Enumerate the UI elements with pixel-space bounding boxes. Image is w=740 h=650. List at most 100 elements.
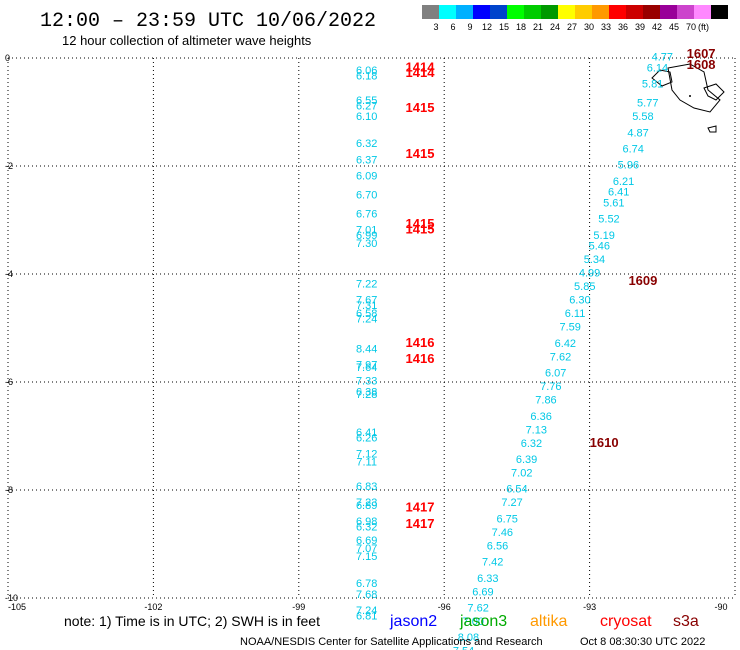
time-label: 1416: [406, 351, 435, 366]
wave-height-point: 6.18: [356, 71, 377, 83]
wave-height-point: 7.22: [356, 279, 377, 291]
y-tick-label: -4: [5, 269, 13, 279]
wave-height-point: 6.42: [555, 338, 576, 350]
colorbar-label: 24: [550, 22, 560, 32]
colorbar-label: 39: [635, 22, 645, 32]
wave-height-point: 7.68: [356, 589, 377, 601]
colorbar-swatch: [541, 5, 558, 19]
wave-height-point: 6.32: [521, 438, 542, 450]
colorbar-label: 9: [467, 22, 472, 32]
y-tick-label: -8: [5, 485, 13, 495]
colorbar-swatch: [660, 5, 677, 19]
wave-height-point: 6.69: [472, 586, 493, 598]
wave-height-point: 7.02: [511, 468, 532, 480]
wave-height-point: 6.37: [356, 154, 377, 166]
time-label: 1417: [406, 516, 435, 531]
time-label: 1414: [406, 65, 436, 80]
wave-height-point: 7.62: [467, 603, 488, 615]
colorbar-swatch: [439, 5, 456, 19]
wave-height-point: 6.74: [623, 144, 644, 156]
colorbar-swatch: [422, 5, 439, 19]
colorbar-swatch: [558, 5, 575, 19]
wave-height-point: 6.10: [356, 111, 377, 123]
wave-height-point: 6.69: [356, 535, 377, 547]
colorbar-label: 70: [686, 22, 696, 32]
wave-height-point: 7.07: [356, 543, 377, 555]
wave-height-point: 7.23: [356, 497, 377, 509]
x-tick-label: -105: [8, 602, 26, 612]
colorbar: 3 6 9 12 15 18 21 24 27 30 33 36 39 42 45 70: [422, 5, 728, 32]
wave-height-point: 5.81: [642, 79, 663, 91]
wave-height-point: 6.32: [356, 522, 377, 534]
wave-height-point: 7.00: [463, 616, 484, 628]
wave-height-point: 6.09: [356, 171, 377, 183]
wave-height-point: 6.81: [356, 611, 377, 623]
wave-height-point: 7.01: [356, 225, 377, 237]
wave-height-point: 6.36: [530, 411, 551, 423]
colorbar-swatch: [456, 5, 473, 19]
wave-height-point: 5.85: [574, 281, 595, 293]
time-label: 1609: [628, 273, 657, 288]
wave-height-point: 7.76: [540, 381, 561, 393]
wave-height-point: 7.31: [356, 300, 377, 312]
wave-height-point: 6.55: [356, 95, 377, 107]
wave-height-point: 7.30: [356, 238, 377, 250]
wave-height-point: 6.75: [496, 513, 517, 525]
wave-height-point: 4.77: [652, 52, 673, 64]
x-tick-label: -90: [714, 602, 727, 612]
colorbar-swatch: [490, 5, 507, 19]
wave-height-point: 6.41: [608, 187, 629, 199]
wave-height-point: 6.21: [613, 176, 634, 188]
satellite-legend-jason3: jason3: [459, 613, 507, 630]
colorbar-swatch: [609, 5, 626, 19]
x-tick-label: -93: [583, 602, 596, 612]
wave-height-point: 7.11: [356, 457, 377, 469]
time-label: 1414: [406, 60, 436, 75]
colorbar-label: 12: [482, 22, 492, 32]
chart-subtitle: 12 hour collection of altimeter wave hei…: [62, 33, 312, 48]
coastline-map: [651, 63, 725, 133]
footer-timestamp: Oct 8 08:30:30 UTC 2022: [580, 636, 705, 648]
chart-title: 12:00 – 23:59 UTC 10/06/2022: [40, 10, 376, 33]
colorbar-label: 33: [601, 22, 611, 32]
wave-height-point: 6.26: [356, 432, 377, 444]
wave-height-point: 7.13: [526, 424, 547, 436]
satellite-legend-s3a: s3a: [673, 613, 699, 630]
wave-height-point: 7.15: [356, 551, 377, 563]
wave-height-point: 6.98: [356, 516, 377, 528]
wave-height-point: 4.87: [627, 127, 648, 139]
x-tick-label: -96: [438, 602, 451, 612]
footer-note: note: 1) Time is in UTC; 2) SWH is in fe…: [64, 613, 320, 629]
wave-height-point: 6.78: [356, 578, 377, 590]
colorbar-swatch: [626, 5, 643, 19]
satellite-legend: jason2 jason3 altika cryosat s3a: [389, 613, 699, 630]
wave-height-point: 6.83: [356, 481, 377, 493]
wave-height-point: 7.97: [356, 360, 377, 372]
colorbar-label: 6: [450, 22, 455, 32]
colorbar-label: 3: [433, 22, 438, 32]
wave-height-point: 5.61: [603, 198, 624, 210]
wave-height-point: 6.27: [356, 100, 377, 112]
colorbar-swatch: [643, 5, 660, 19]
colorbar-swatch: [575, 5, 592, 19]
wave-height-point: 4.99: [579, 268, 600, 280]
colorbar-label: 30: [584, 22, 594, 32]
wave-height-point: 7.24: [356, 314, 377, 326]
colorbar-label: 18: [516, 22, 526, 32]
wave-height-point: 5.52: [598, 214, 619, 226]
colorbar-label: 21: [533, 22, 543, 32]
wave-height-point: 5.77: [637, 98, 658, 110]
wave-height-point: 6.11: [565, 308, 586, 320]
y-tick-label: -6: [5, 377, 13, 387]
colorbar-swatch: [507, 5, 524, 19]
wave-height-point: 6.32: [356, 138, 377, 150]
satellite-legend-altika: altika: [530, 613, 567, 630]
wave-height-point: 7.54: [453, 646, 474, 650]
wave-height-point: 7.62: [550, 351, 571, 363]
wave-height-point: 8.44: [356, 343, 377, 355]
time-label: 1607: [687, 46, 716, 61]
y-tick-label: -2: [5, 161, 13, 171]
wave-height-point: 5.96: [618, 160, 639, 172]
y-tick-label: -10: [5, 593, 18, 603]
wave-height-point: 6.38: [356, 387, 377, 399]
